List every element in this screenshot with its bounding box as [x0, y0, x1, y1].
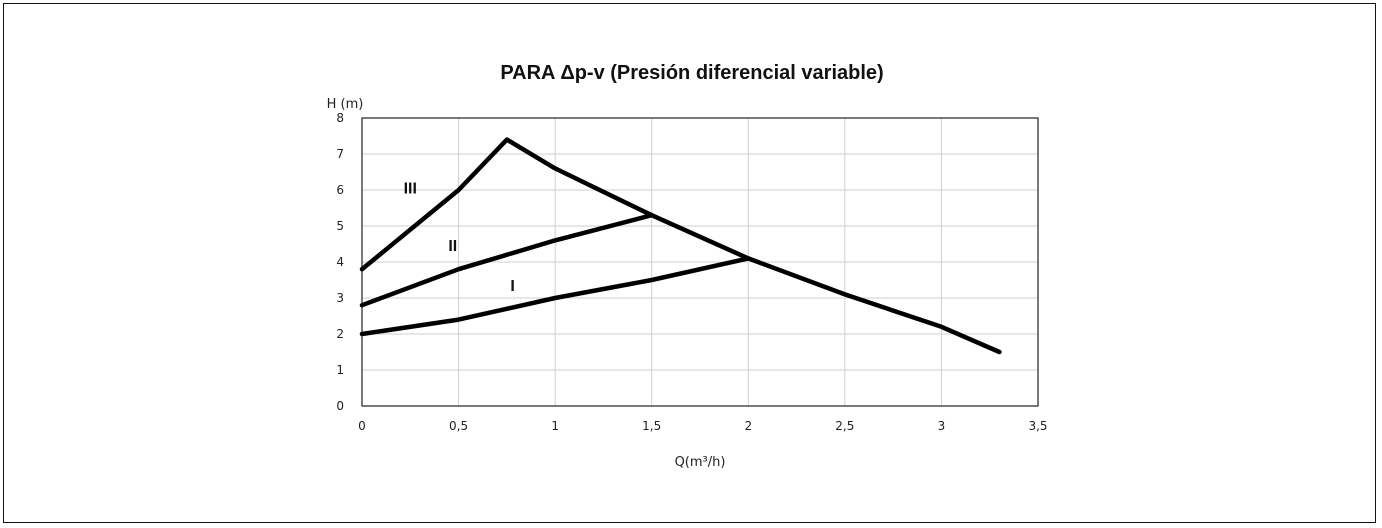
curve-i	[359, 256, 751, 337]
curve-iii	[359, 137, 1002, 355]
chart-frame	[3, 3, 1376, 523]
x-axis-label: Q(m³/h)	[675, 455, 726, 470]
curve-label-i: I	[510, 278, 514, 295]
y-tick-label: 1	[336, 363, 344, 377]
x-tick-label: 3,5	[1028, 419, 1047, 433]
curve-ii	[359, 212, 654, 308]
y-tick-label: 8	[336, 111, 344, 125]
curve-label-ii: II	[448, 238, 457, 255]
x-tick-label: 1	[551, 419, 559, 433]
x-tick-label: 2,5	[835, 419, 854, 433]
x-tick-label: 2	[744, 419, 752, 433]
chart-title: PARA Δp-v (Presión diferencial variable)	[500, 62, 883, 84]
y-tick-label: 3	[336, 291, 344, 305]
y-tick-label: 2	[336, 327, 344, 341]
grid	[361, 117, 1039, 407]
tick-labels: 0 0,5 1 1,5 2 2,5 3 3,5 0 1 2 3 4 5 6 7 8	[336, 111, 1047, 433]
plot-area-border	[361, 117, 1039, 407]
x-tick-label: 0	[358, 419, 366, 433]
y-axis-label: H (m)	[327, 97, 364, 112]
y-tick-label: 5	[336, 219, 344, 233]
curve-label-iii: III	[404, 181, 417, 198]
x-tick-label: 3	[938, 419, 946, 433]
y-tick-label: 6	[336, 183, 344, 197]
y-tick-label: 4	[336, 255, 344, 269]
x-tick-label: 1,5	[642, 419, 661, 433]
x-tick-label: 0,5	[449, 419, 468, 433]
curves	[359, 137, 1002, 355]
y-tick-label: 7	[336, 147, 344, 161]
y-tick-label: 0	[336, 399, 344, 413]
